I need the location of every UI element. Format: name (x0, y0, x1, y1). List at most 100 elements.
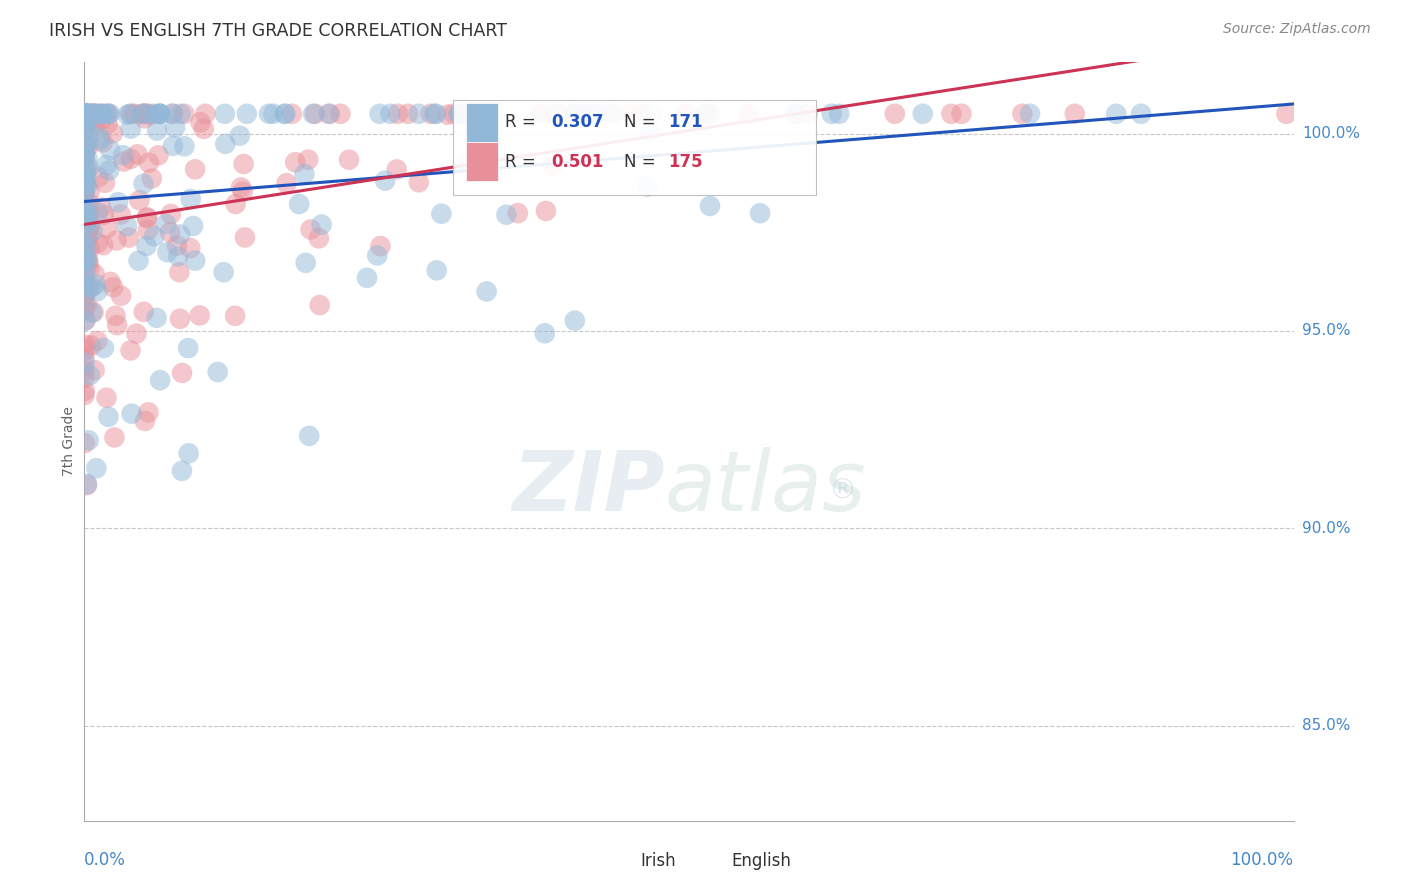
Point (73, 254, 96, 268)
Point (529, 107, 551, 121)
Text: 85.0%: 85.0% (1302, 718, 1350, 733)
Point (97, 107, 120, 121)
Point (76, 477, 98, 491)
Point (304, 107, 326, 121)
Point (80, 280, 103, 294)
Point (80, 107, 103, 121)
Point (90, 112, 112, 127)
Point (73, 149, 96, 163)
Point (1063, 107, 1085, 121)
Point (83, 363, 105, 377)
Point (77, 134, 100, 148)
Point (73, 289, 96, 303)
Point (90, 107, 112, 121)
Point (75, 216, 97, 230)
Point (370, 239, 392, 253)
Point (79, 281, 101, 295)
Point (73, 364, 96, 378)
Point (93, 208, 115, 222)
Point (156, 245, 179, 260)
Point (131, 107, 153, 121)
Point (911, 107, 934, 121)
Point (796, 107, 818, 121)
Point (631, 107, 654, 121)
Point (80, 107, 103, 121)
Point (73, 436, 96, 450)
Point (193, 122, 215, 136)
Point (146, 123, 169, 137)
Point (77, 107, 100, 121)
Point (564, 313, 586, 327)
Point (98, 107, 121, 121)
Point (319, 107, 342, 121)
Point (302, 107, 325, 121)
Point (177, 446, 200, 460)
Point (73, 121, 96, 136)
Point (495, 208, 517, 222)
Point (96, 221, 118, 235)
Point (76, 297, 98, 311)
Point (101, 126, 124, 140)
Point (506, 206, 529, 220)
Point (117, 108, 139, 122)
Y-axis label: 7th Grade: 7th Grade (62, 407, 76, 476)
Point (188, 309, 211, 323)
Point (73, 165, 96, 179)
Point (475, 285, 498, 299)
Point (236, 107, 259, 121)
Point (80, 306, 103, 320)
FancyBboxPatch shape (467, 142, 498, 181)
Point (602, 107, 624, 121)
Point (75, 175, 97, 189)
Point (94, 176, 117, 190)
Text: IRISH VS ENGLISH 7TH GRADE CORRELATION CHART: IRISH VS ENGLISH 7TH GRADE CORRELATION C… (49, 22, 508, 40)
Point (86, 461, 108, 475)
Point (105, 318, 128, 332)
Point (224, 309, 246, 323)
Point (77, 255, 100, 269)
Point (75, 107, 97, 121)
Point (75, 118, 97, 132)
Point (447, 107, 470, 121)
Text: ZIP: ZIP (512, 447, 665, 527)
Point (96, 117, 118, 131)
Point (107, 195, 129, 210)
Point (387, 107, 409, 121)
Point (75, 107, 97, 121)
Point (141, 171, 163, 186)
Text: N =: N = (624, 153, 661, 170)
Point (79, 185, 101, 199)
Point (941, 107, 963, 121)
Point (128, 194, 150, 208)
Point (97, 409, 120, 424)
Point (73, 107, 96, 121)
Text: R =: R = (505, 113, 541, 131)
Point (77, 230, 100, 244)
Point (447, 107, 470, 121)
Point (620, 107, 643, 121)
Point (84, 277, 107, 292)
Point (470, 107, 492, 121)
Point (120, 343, 142, 358)
Point (950, 107, 973, 121)
Point (105, 234, 128, 248)
Point (87, 170, 110, 185)
Point (169, 227, 191, 242)
Point (73, 186, 96, 201)
Point (84, 115, 107, 129)
Point (76, 161, 98, 176)
Point (308, 298, 330, 312)
Point (149, 373, 172, 387)
Point (73, 107, 96, 121)
Point (134, 107, 156, 121)
Text: English: English (731, 852, 792, 870)
Point (541, 159, 564, 173)
Point (89, 134, 111, 148)
Point (79, 196, 101, 211)
Point (127, 147, 149, 161)
Point (73, 107, 96, 121)
Point (75, 252, 97, 266)
Point (1019, 107, 1042, 121)
Point (73, 137, 96, 152)
Point (675, 107, 697, 121)
